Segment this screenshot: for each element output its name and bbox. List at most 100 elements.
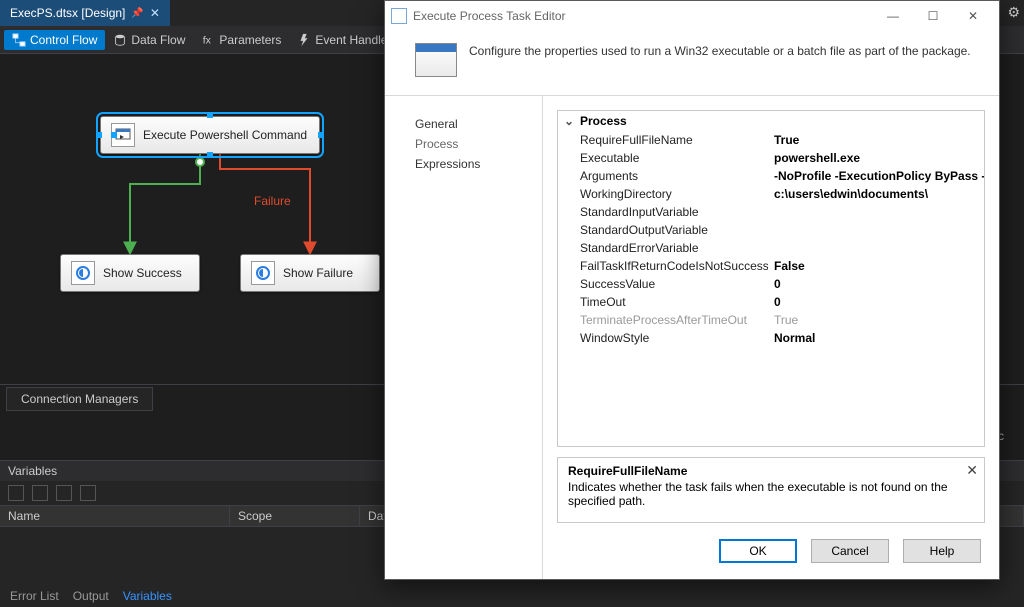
property-row[interactable]: Arguments-NoProfile -ExecutionPolicy ByP… — [558, 167, 984, 185]
task-show-failure[interactable]: Show Failure — [240, 254, 380, 292]
property-value[interactable]: -NoProfile -ExecutionPolicy ByPass -Comm… — [768, 167, 984, 185]
task-show-success[interactable]: Show Success — [60, 254, 200, 292]
property-key: Executable — [558, 149, 768, 167]
help-button[interactable]: Help — [903, 539, 981, 563]
property-help-panel: ✕ RequireFullFileName Indicates whether … — [557, 457, 985, 523]
help-close-icon[interactable]: ✕ — [966, 462, 978, 479]
property-row[interactable]: StandardErrorVariable — [558, 239, 984, 257]
property-value[interactable]: True — [768, 311, 984, 329]
property-section-label: Process — [580, 114, 627, 128]
script-task-icon — [71, 261, 95, 285]
property-value[interactable]: 0 — [768, 293, 984, 311]
dialog-description-row: Configure the properties used to run a W… — [385, 31, 999, 96]
property-key: TerminateProcessAfterTimeOut — [558, 311, 768, 329]
execute-process-task-editor-dialog: Execute Process Task Editor — ☐ ✕ Config… — [384, 0, 1000, 580]
toolbar-tab-parameters[interactable]: fx Parameters — [193, 30, 289, 50]
minimize-icon[interactable]: — — [873, 2, 913, 30]
grid-options-icon[interactable] — [80, 485, 96, 501]
dialog-nav-list: General Process Expressions — [385, 96, 543, 579]
property-row[interactable]: RequireFullFileNameTrue — [558, 131, 984, 149]
property-row[interactable]: Executablepowershell.exe — [558, 149, 984, 167]
chevron-down-icon[interactable]: ⌄ — [564, 114, 574, 128]
delete-variable-icon[interactable] — [32, 485, 48, 501]
property-value[interactable] — [768, 239, 984, 257]
toolbar-tab-label: Control Flow — [30, 33, 97, 47]
toolbar-tab-control-flow[interactable]: Control Flow — [4, 30, 105, 50]
property-value[interactable]: True — [768, 131, 984, 149]
property-row[interactable]: TimeOut0 — [558, 293, 984, 311]
column-header-scope[interactable]: Scope — [230, 506, 360, 526]
status-tab-variables[interactable]: Variables — [123, 589, 172, 603]
add-variable-icon[interactable] — [8, 485, 24, 501]
property-key: RequireFullFileName — [558, 131, 768, 149]
property-row[interactable]: SuccessValue0 — [558, 275, 984, 293]
property-value[interactable]: 0 — [768, 275, 984, 293]
property-row[interactable]: WorkingDirectoryc:\users\edwin\documents… — [558, 185, 984, 203]
task-execute-powershell[interactable]: Execute Powershell Command — [100, 116, 320, 154]
property-grid-wrap: ⌄ Process RequireFullFileNameTrueExecuta… — [543, 96, 999, 579]
event-handlers-icon — [297, 33, 311, 47]
property-key: FailTaskIfReturnCodeIsNotSuccessValue — [558, 257, 768, 275]
property-key: TimeOut — [558, 293, 768, 311]
dialog-icon — [391, 8, 407, 24]
variables-caption: Variables — [8, 464, 57, 478]
dialog-button-row: OK Cancel Help — [543, 523, 999, 579]
property-key: StandardInputVariable — [558, 203, 768, 221]
status-bar: Error List Output Variables — [0, 585, 1024, 607]
column-header-name[interactable]: Name — [0, 506, 230, 526]
execute-process-bigicon — [415, 43, 457, 77]
property-value[interactable]: c:\users\edwin\documents\ — [768, 185, 984, 203]
ok-button[interactable]: OK — [719, 539, 797, 563]
script-task-icon — [251, 261, 275, 285]
svg-text:fx: fx — [203, 34, 212, 46]
property-key: WorkingDirectory — [558, 185, 768, 203]
property-row[interactable]: WindowStyleNormal — [558, 329, 984, 347]
property-value[interactable]: Normal — [768, 329, 984, 347]
nav-item-general[interactable]: General — [385, 114, 542, 134]
toolbar-tab-label: Parameters — [219, 33, 281, 47]
status-tab-output[interactable]: Output — [73, 589, 109, 603]
execute-process-icon — [111, 123, 135, 147]
property-row[interactable]: StandardInputVariable — [558, 203, 984, 221]
task-label: Execute Powershell Command — [143, 128, 307, 142]
data-flow-icon — [113, 33, 127, 47]
task-label: Show Success — [103, 266, 182, 280]
close-icon[interactable]: ✕ — [150, 6, 160, 20]
tab-title: ExecPS.dtsx [Design] — [10, 6, 125, 20]
property-key: Arguments — [558, 167, 768, 185]
property-value[interactable]: False — [768, 257, 984, 275]
gear-icon[interactable]: ⚙ — [1007, 4, 1020, 21]
control-flow-icon — [12, 33, 26, 47]
property-value[interactable]: powershell.exe — [768, 149, 984, 167]
nav-item-expressions[interactable]: Expressions — [385, 154, 542, 174]
property-row[interactable]: StandardOutputVariable — [558, 221, 984, 239]
property-key: StandardErrorVariable — [558, 239, 768, 257]
task-label: Show Failure — [283, 266, 353, 280]
maximize-icon[interactable]: ☐ — [913, 2, 953, 30]
property-row[interactable]: FailTaskIfReturnCodeIsNotSuccessValueFal… — [558, 257, 984, 275]
toolbar-tab-data-flow[interactable]: Data Flow — [105, 30, 193, 50]
cancel-button[interactable]: Cancel — [811, 539, 889, 563]
close-icon[interactable]: ✕ — [953, 2, 993, 30]
parameters-icon: fx — [201, 33, 215, 47]
connector-label-failure: Failure — [254, 194, 291, 208]
property-section-header[interactable]: ⌄ Process — [558, 111, 984, 131]
move-variable-icon[interactable] — [56, 485, 72, 501]
property-grid[interactable]: ⌄ Process RequireFullFileNameTrueExecuta… — [557, 110, 985, 447]
property-help-name: RequireFullFileName — [568, 464, 974, 478]
property-key: SuccessValue — [558, 275, 768, 293]
property-row[interactable]: TerminateProcessAfterTimeOutTrue — [558, 311, 984, 329]
nav-item-process[interactable]: Process — [385, 134, 542, 154]
property-value[interactable] — [768, 203, 984, 221]
toolbar-tab-label: Data Flow — [131, 33, 185, 47]
dialog-titlebar[interactable]: Execute Process Task Editor — ☐ ✕ — [385, 1, 999, 31]
status-tab-error-list[interactable]: Error List — [10, 589, 59, 603]
document-tab-active[interactable]: ExecPS.dtsx [Design] 📌 ✕ — [0, 0, 170, 26]
property-value[interactable] — [768, 221, 984, 239]
connection-managers-caption: Connection Managers — [6, 387, 153, 411]
property-key: StandardOutputVariable — [558, 221, 768, 239]
pin-icon[interactable]: 📌 — [131, 8, 143, 19]
dialog-description: Configure the properties used to run a W… — [469, 43, 971, 77]
property-help-text: Indicates whether the task fails when th… — [568, 480, 974, 508]
property-key: WindowStyle — [558, 329, 768, 347]
